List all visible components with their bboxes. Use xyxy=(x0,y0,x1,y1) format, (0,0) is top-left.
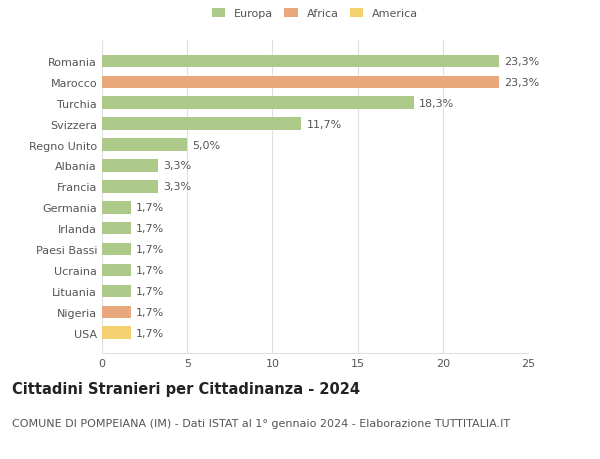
Text: 1,7%: 1,7% xyxy=(136,307,164,317)
Bar xyxy=(102,306,131,319)
Bar xyxy=(102,56,499,68)
Bar xyxy=(102,118,301,131)
Bar xyxy=(102,327,131,339)
Bar xyxy=(102,97,414,110)
Text: 1,7%: 1,7% xyxy=(136,328,164,338)
Bar xyxy=(102,139,187,151)
Bar xyxy=(102,160,158,172)
Text: 11,7%: 11,7% xyxy=(307,119,342,129)
Text: 3,3%: 3,3% xyxy=(163,161,191,171)
Legend: Europa, Africa, America: Europa, Africa, America xyxy=(210,6,420,22)
Text: 1,7%: 1,7% xyxy=(136,224,164,234)
Text: 3,3%: 3,3% xyxy=(163,182,191,192)
Text: 18,3%: 18,3% xyxy=(419,99,454,108)
Bar xyxy=(102,202,131,214)
Bar xyxy=(102,285,131,297)
Text: 23,3%: 23,3% xyxy=(504,78,539,88)
Text: 1,7%: 1,7% xyxy=(136,265,164,275)
Bar xyxy=(102,181,158,193)
Text: 23,3%: 23,3% xyxy=(504,57,539,67)
Bar xyxy=(102,243,131,256)
Text: 1,7%: 1,7% xyxy=(136,203,164,213)
Bar xyxy=(102,76,499,89)
Text: 5,0%: 5,0% xyxy=(193,140,220,150)
Text: 1,7%: 1,7% xyxy=(136,286,164,296)
Bar xyxy=(102,264,131,277)
Text: 1,7%: 1,7% xyxy=(136,245,164,255)
Bar xyxy=(102,223,131,235)
Text: COMUNE DI POMPEIANA (IM) - Dati ISTAT al 1° gennaio 2024 - Elaborazione TUTTITAL: COMUNE DI POMPEIANA (IM) - Dati ISTAT al… xyxy=(12,418,510,428)
Text: Cittadini Stranieri per Cittadinanza - 2024: Cittadini Stranieri per Cittadinanza - 2… xyxy=(12,381,360,396)
